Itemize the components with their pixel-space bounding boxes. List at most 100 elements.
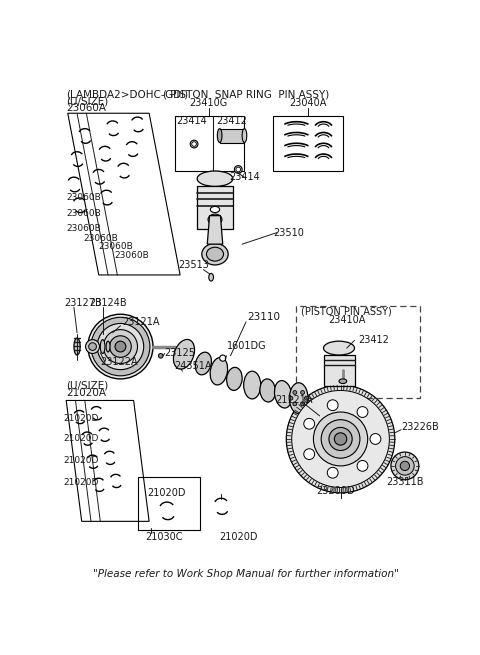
Circle shape [292, 390, 389, 487]
Circle shape [304, 396, 308, 400]
Ellipse shape [289, 383, 308, 413]
Circle shape [234, 166, 242, 174]
Text: 23414: 23414 [229, 172, 260, 182]
Circle shape [85, 340, 99, 354]
Bar [197, 187, 233, 229]
Bar [273, 115, 343, 171]
Circle shape [321, 420, 360, 458]
Circle shape [300, 402, 304, 405]
Circle shape [109, 336, 132, 358]
Text: 23060B: 23060B [66, 193, 101, 202]
Text: 23412: 23412 [216, 116, 248, 126]
Ellipse shape [260, 379, 276, 402]
Text: 23110: 23110 [248, 312, 280, 322]
Text: 23040A: 23040A [289, 98, 327, 108]
Text: 23226B: 23226B [401, 422, 439, 432]
Text: 21020A: 21020A [66, 388, 106, 398]
Ellipse shape [74, 338, 80, 355]
Text: (PISTON PIN ASSY): (PISTON PIN ASSY) [301, 306, 392, 316]
Ellipse shape [339, 379, 347, 384]
Text: 21020D: 21020D [63, 456, 98, 465]
Text: 23060A: 23060A [66, 103, 106, 113]
Text: 23060B: 23060B [66, 224, 101, 233]
Circle shape [236, 167, 240, 172]
Text: (U/SIZE): (U/SIZE) [66, 380, 108, 390]
Circle shape [293, 390, 297, 394]
Circle shape [329, 428, 352, 451]
Ellipse shape [275, 381, 292, 408]
Text: 21020D: 21020D [63, 477, 98, 487]
Text: 23125: 23125 [165, 348, 196, 358]
Text: 21020D: 21020D [148, 488, 186, 498]
Ellipse shape [217, 128, 222, 143]
Circle shape [357, 407, 368, 417]
Ellipse shape [210, 206, 220, 213]
Bar [220, 128, 244, 143]
Text: 23200D: 23200D [316, 485, 354, 496]
Ellipse shape [242, 128, 247, 143]
Circle shape [293, 402, 297, 405]
Ellipse shape [208, 214, 222, 225]
Ellipse shape [100, 340, 105, 354]
Ellipse shape [106, 341, 110, 352]
Circle shape [313, 412, 368, 466]
Circle shape [335, 433, 347, 445]
Ellipse shape [206, 247, 224, 261]
Text: 23124B: 23124B [89, 299, 127, 309]
Bar [324, 355, 355, 386]
Bar [175, 115, 244, 171]
Text: 23311B: 23311B [386, 477, 424, 487]
Text: 24351A: 24351A [175, 361, 212, 371]
Circle shape [391, 452, 419, 479]
Circle shape [396, 457, 414, 475]
Circle shape [370, 434, 381, 444]
Text: 21020D: 21020D [63, 415, 98, 423]
Text: 23122A: 23122A [100, 357, 138, 367]
Text: 23127B: 23127B [65, 299, 102, 309]
Text: 23060B: 23060B [66, 209, 101, 218]
Text: 23060B: 23060B [114, 252, 149, 260]
Ellipse shape [195, 352, 212, 375]
Ellipse shape [227, 367, 242, 390]
Text: 23414: 23414 [176, 116, 207, 126]
Ellipse shape [197, 171, 233, 187]
Ellipse shape [324, 341, 355, 355]
Circle shape [89, 343, 96, 350]
Circle shape [190, 140, 198, 148]
Text: 23060B: 23060B [99, 242, 133, 251]
Text: (LAMBDA2>DOHC-GDI): (LAMBDA2>DOHC-GDI) [66, 89, 188, 100]
Circle shape [304, 449, 314, 460]
Circle shape [103, 329, 137, 364]
Circle shape [304, 419, 314, 429]
Circle shape [289, 396, 293, 400]
Circle shape [115, 341, 126, 352]
Text: 21030C: 21030C [145, 532, 183, 542]
Text: "Please refer to Work Shop Manual for further information": "Please refer to Work Shop Manual for fu… [93, 569, 399, 580]
Circle shape [192, 141, 196, 146]
Circle shape [88, 314, 153, 379]
Circle shape [220, 355, 226, 361]
Circle shape [91, 317, 150, 376]
Text: 23060B: 23060B [83, 234, 118, 243]
Circle shape [300, 390, 304, 394]
Circle shape [97, 324, 144, 369]
Circle shape [357, 460, 368, 472]
Circle shape [327, 400, 338, 411]
Text: 23510: 23510 [273, 227, 304, 238]
Text: 23410G: 23410G [190, 98, 228, 108]
Text: 23513: 23513 [179, 260, 209, 270]
Text: (U/SIZE): (U/SIZE) [66, 96, 108, 106]
Ellipse shape [210, 358, 228, 385]
Circle shape [327, 467, 338, 478]
Ellipse shape [209, 273, 214, 281]
Text: 23121A: 23121A [122, 317, 159, 327]
Ellipse shape [173, 339, 194, 369]
Circle shape [158, 354, 163, 358]
Text: 21121A: 21121A [276, 396, 313, 405]
Bar [137, 477, 200, 530]
Text: 1601DG: 1601DG [227, 341, 266, 351]
Text: 21020D: 21020D [219, 532, 257, 542]
Circle shape [286, 385, 395, 493]
Text: 21020D: 21020D [63, 434, 98, 443]
Text: 23410A: 23410A [328, 314, 365, 325]
